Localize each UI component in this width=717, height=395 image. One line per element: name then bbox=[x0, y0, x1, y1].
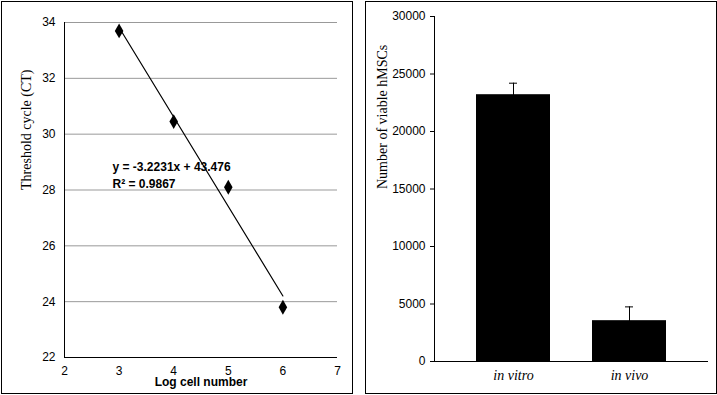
svg-text:20000: 20000 bbox=[392, 124, 426, 138]
svg-text:3: 3 bbox=[116, 364, 123, 378]
svg-text:10000: 10000 bbox=[392, 239, 426, 253]
svg-text:0: 0 bbox=[419, 354, 426, 368]
svg-text:5: 5 bbox=[225, 364, 232, 378]
svg-text:Threshold cycle (CT): Threshold cycle (CT) bbox=[19, 69, 35, 190]
svg-text:28: 28 bbox=[42, 183, 56, 197]
svg-text:4: 4 bbox=[170, 364, 177, 378]
svg-text:34: 34 bbox=[42, 15, 56, 29]
svg-text:26: 26 bbox=[42, 239, 56, 253]
svg-text:R² = 0.9867: R² = 0.9867 bbox=[113, 177, 176, 191]
svg-text:Number of viable hMSCs: Number of viable hMSCs bbox=[375, 45, 390, 189]
svg-text:22: 22 bbox=[42, 350, 56, 364]
svg-text:in vitro: in vitro bbox=[493, 368, 533, 383]
svg-text:30000: 30000 bbox=[392, 9, 426, 23]
svg-text:32: 32 bbox=[42, 71, 56, 85]
svg-text:7: 7 bbox=[334, 364, 341, 378]
svg-text:in vivo: in vivo bbox=[611, 368, 649, 383]
svg-text:6: 6 bbox=[280, 364, 287, 378]
svg-text:15000: 15000 bbox=[392, 182, 426, 196]
svg-text:25000: 25000 bbox=[392, 67, 426, 81]
svg-text:y = -3.2231x + 43.476: y = -3.2231x + 43.476 bbox=[113, 160, 231, 174]
svg-text:5000: 5000 bbox=[399, 297, 426, 311]
svg-text:24: 24 bbox=[42, 295, 56, 309]
svg-text:30: 30 bbox=[42, 127, 56, 141]
svg-text:Log cell number: Log cell number bbox=[155, 375, 248, 389]
svg-text:2: 2 bbox=[61, 364, 68, 378]
